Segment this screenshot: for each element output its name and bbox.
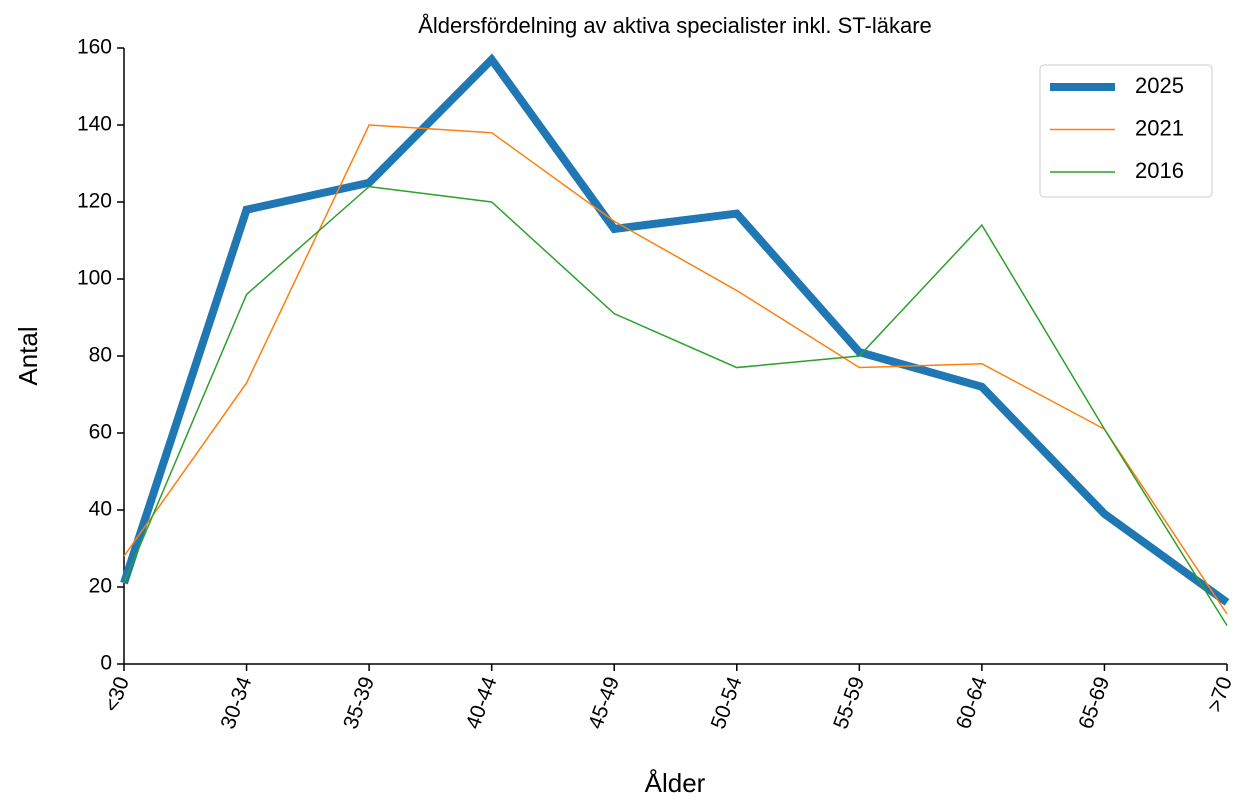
series-line [123, 185, 1228, 626]
y-tick-label: 120 [77, 190, 112, 213]
x-tick-label: 40-44 [462, 673, 502, 732]
y-tick-label: 140 [77, 113, 112, 136]
y-tick-label: 60 [89, 421, 112, 444]
x-tick-label: 35-39 [339, 674, 379, 732]
x-tick-label: 60-64 [952, 673, 992, 732]
y-tick-label: 100 [77, 267, 112, 290]
y-tick-label: 20 [89, 575, 112, 598]
legend-label: 2016 [1135, 158, 1184, 183]
y-tick-label: 160 [77, 36, 112, 59]
legend-label: 2025 [1135, 73, 1184, 98]
x-tick-label: >70 [1203, 674, 1237, 715]
x-tick-label: 30-34 [216, 673, 256, 732]
series-line [120, 53, 1230, 606]
series-line [123, 124, 1228, 615]
y-tick-label: 40 [89, 498, 112, 521]
x-axis-label: Ålder [645, 768, 706, 798]
legend-box [1039, 64, 1213, 198]
y-tick-label: 80 [89, 344, 112, 367]
y-axis-label: Antal [13, 326, 43, 385]
x-tick-label: 55-59 [829, 674, 869, 732]
x-tick-label: <30 [100, 674, 134, 715]
x-tick-label: 65-69 [1074, 674, 1114, 732]
y-tick-label: 0 [100, 652, 112, 675]
x-tick-label: 50-54 [707, 673, 747, 732]
x-tick-label: 45-49 [584, 674, 624, 732]
chart-title: Åldersfördelning av aktiva specialister … [418, 13, 932, 38]
legend-label: 2021 [1135, 115, 1184, 140]
